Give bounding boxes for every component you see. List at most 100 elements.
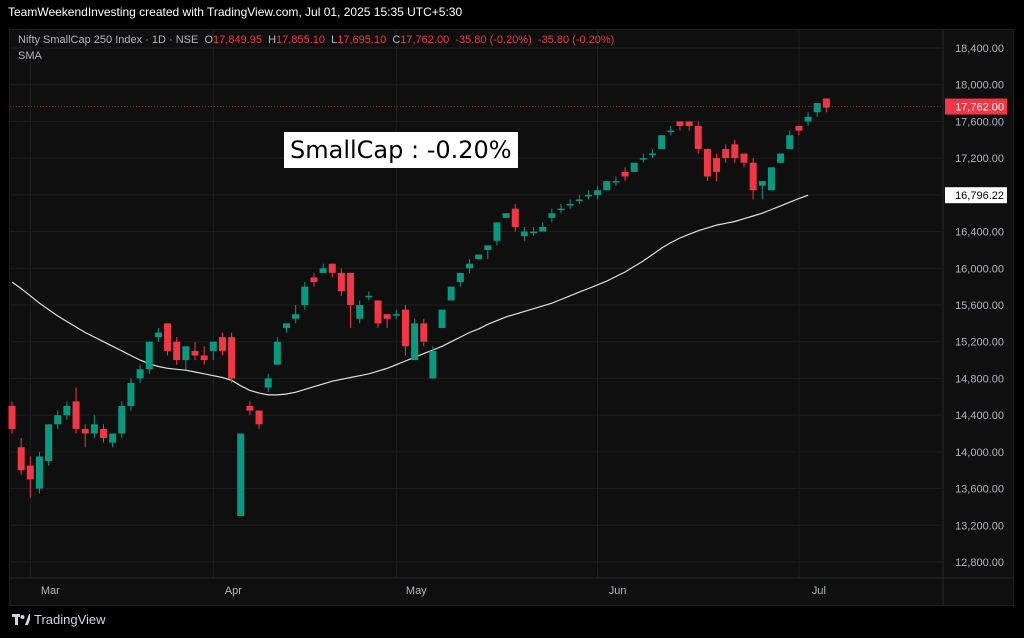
candle-body[interactable]	[456, 272, 464, 283]
candle-body[interactable]	[630, 162, 638, 172]
candle-body[interactable]	[200, 355, 208, 361]
candle-body[interactable]	[603, 181, 611, 191]
candle-body[interactable]	[337, 272, 345, 292]
candle-body[interactable]	[740, 153, 748, 163]
candle-body[interactable]	[667, 130, 675, 133]
candle-body[interactable]	[502, 213, 510, 218]
candle-body[interactable]	[703, 148, 711, 177]
candle-body[interactable]	[365, 295, 373, 298]
candle-body[interactable]	[35, 456, 43, 489]
candle-body[interactable]	[283, 323, 290, 328]
candle-body[interactable]	[429, 350, 437, 379]
candle-body[interactable]	[264, 378, 272, 388]
candle-body[interactable]	[273, 341, 281, 365]
candle-body[interactable]	[374, 300, 382, 324]
sma-value-badge	[945, 187, 1007, 204]
candle-body[interactable]	[548, 213, 556, 218]
candle-body[interactable]	[649, 153, 656, 156]
candle-body[interactable]	[557, 208, 565, 211]
annotation-text: SmallCap : -0.20%	[290, 136, 512, 164]
candle-body[interactable]	[301, 286, 309, 305]
candle-body[interactable]	[484, 245, 492, 250]
candle-body[interactable]	[118, 405, 126, 434]
candle-body[interactable]	[401, 309, 409, 347]
candle-body[interactable]	[804, 116, 812, 122]
candle-body[interactable]	[621, 171, 629, 177]
y-tick-label: 14,400.00	[955, 410, 1004, 422]
candle-body[interactable]	[54, 415, 62, 425]
candle-body[interactable]	[182, 346, 190, 361]
candle-body[interactable]	[136, 369, 144, 379]
candle-body[interactable]	[191, 350, 199, 356]
candle-body[interactable]	[383, 314, 391, 319]
candle-body[interactable]	[575, 199, 583, 201]
candle-body[interactable]	[520, 231, 528, 237]
candle-body[interactable]	[612, 181, 620, 183]
candle-body[interactable]	[255, 410, 263, 425]
candle-body[interactable]	[237, 433, 245, 517]
candle-body[interactable]	[246, 405, 254, 411]
candle-body[interactable]	[594, 190, 602, 195]
candle-body[interactable]	[319, 268, 327, 273]
candle-body[interactable]	[90, 424, 98, 434]
candle-body[interactable]	[749, 162, 757, 191]
candle-body[interactable]	[676, 121, 684, 127]
chart-panel[interactable]	[9, 29, 1014, 606]
candle-body[interactable]	[731, 144, 739, 159]
candle-body[interactable]	[347, 272, 355, 305]
tradingview-footer[interactable]: TradingView	[12, 612, 106, 627]
candle-body[interactable]	[566, 204, 574, 206]
candle-body[interactable]	[767, 167, 775, 191]
candle-body[interactable]	[63, 405, 71, 416]
candle-body[interactable]	[8, 405, 16, 429]
candle-body[interactable]	[447, 286, 455, 301]
candle-body[interactable]	[795, 126, 803, 131]
candle-body[interactable]	[639, 158, 647, 160]
candle-body[interactable]	[530, 231, 538, 234]
candle-body[interactable]	[685, 121, 693, 127]
candle-body[interactable]	[777, 153, 785, 163]
candle-body[interactable]	[658, 135, 666, 149]
candle-body[interactable]	[26, 465, 34, 480]
candle-body[interactable]	[694, 126, 702, 149]
candle-body[interactable]	[758, 181, 766, 186]
candle-body[interactable]	[310, 277, 318, 283]
candle-body[interactable]	[420, 323, 428, 342]
candle-body[interactable]	[813, 103, 821, 113]
candle-body[interactable]	[81, 428, 89, 434]
header-title: TeamWeekendInvesting created with Tradin…	[8, 5, 463, 19]
candle-body[interactable]	[100, 428, 107, 439]
candle-body[interactable]	[356, 305, 364, 319]
candle-body[interactable]	[228, 337, 236, 379]
candle-body[interactable]	[493, 222, 501, 241]
candle-body[interactable]	[127, 383, 135, 406]
candle-body[interactable]	[72, 401, 80, 429]
candle-body[interactable]	[411, 323, 419, 361]
candle-body[interactable]	[164, 323, 172, 351]
candle-body[interactable]	[209, 341, 217, 351]
candle-body[interactable]	[584, 194, 592, 197]
candle-body[interactable]	[392, 314, 400, 316]
candle-body[interactable]	[475, 254, 483, 260]
candle-body[interactable]	[722, 148, 730, 159]
candle-body[interactable]	[822, 98, 830, 108]
candle-body[interactable]	[154, 332, 162, 338]
candle-body[interactable]	[539, 226, 547, 232]
candle-body[interactable]	[786, 135, 794, 149]
candle-body[interactable]	[109, 433, 117, 443]
candle-body[interactable]	[173, 341, 181, 361]
candle-body[interactable]	[511, 208, 519, 227]
candle-body[interactable]	[45, 424, 53, 462]
indicator-legend[interactable]: SMA	[18, 50, 42, 62]
candle-body[interactable]	[17, 447, 25, 471]
y-tick-label: 16,000.00	[955, 263, 1004, 275]
candle-body[interactable]	[292, 314, 300, 319]
footer-brand: TradingView	[34, 612, 106, 627]
candle-body[interactable]	[218, 337, 226, 351]
candle-body[interactable]	[145, 341, 153, 370]
candle-body[interactable]	[466, 263, 473, 269]
candle-body[interactable]	[328, 263, 336, 273]
candle-body[interactable]	[438, 309, 446, 328]
candle-body[interactable]	[713, 158, 721, 172]
